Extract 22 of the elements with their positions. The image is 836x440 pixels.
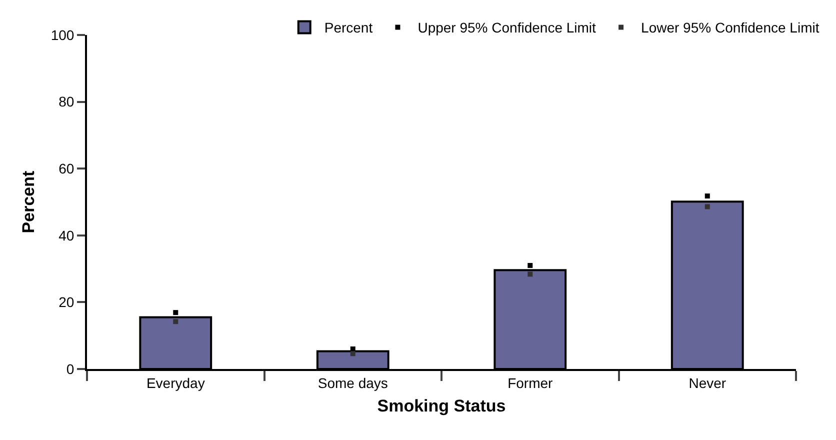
x-tick-label: Everyday	[146, 374, 205, 391]
legend-label: Lower 95% Confidence Limit	[641, 20, 820, 36]
y-tick-label: 100	[50, 26, 74, 43]
x-axis-title: Smoking Status	[377, 396, 506, 416]
point	[528, 262, 533, 268]
y-tick-label: 80	[58, 94, 74, 110]
point	[350, 351, 356, 356]
point	[173, 310, 178, 316]
point	[173, 319, 178, 324]
x-tick-label: Some days	[318, 374, 388, 391]
y-tick-label: 40	[58, 227, 74, 244]
y-tick-label: 60	[58, 160, 74, 176]
y-tick-label: 0	[66, 360, 74, 377]
legend-label: Percent	[324, 20, 373, 36]
point	[528, 272, 533, 277]
y-axis-title: Percent	[18, 170, 38, 234]
y-tick-label: 20	[58, 294, 74, 310]
point	[704, 204, 710, 210]
point	[704, 193, 710, 198]
x-tick-label: Former	[508, 374, 554, 391]
x-tick-label: Never	[688, 374, 726, 391]
legend-label: Upper 95% Confidence Limit	[418, 20, 596, 36]
